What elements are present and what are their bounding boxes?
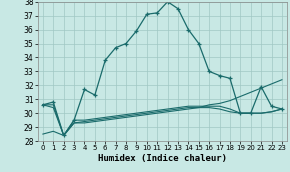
X-axis label: Humidex (Indice chaleur): Humidex (Indice chaleur): [98, 154, 227, 163]
